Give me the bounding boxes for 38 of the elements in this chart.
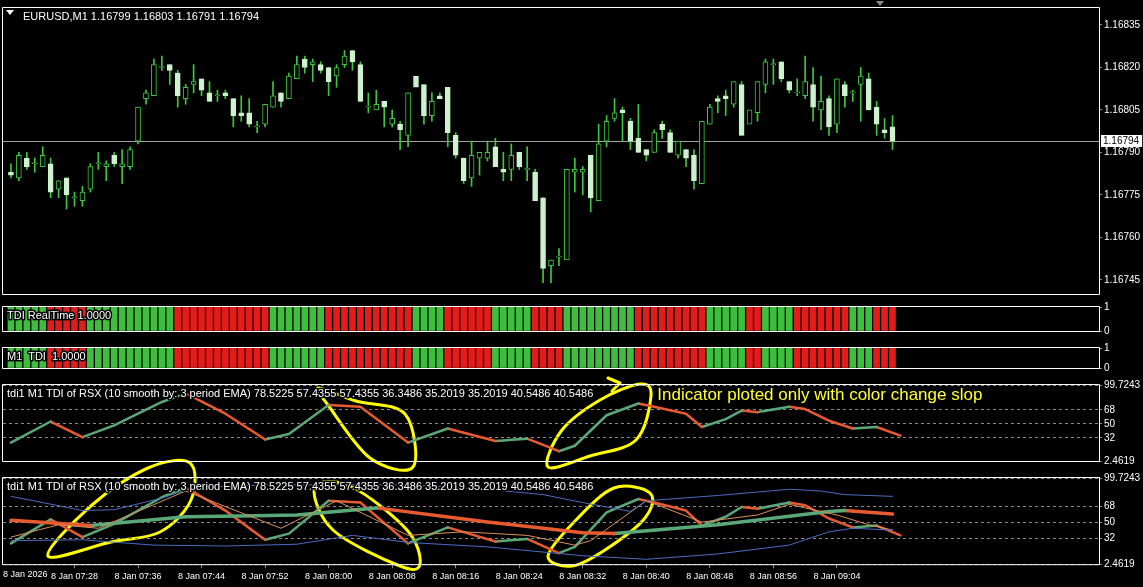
y-tick-label: 68 — [1104, 499, 1116, 511]
y-tick-label: 1 — [1104, 341, 1110, 353]
x-tick-label: 8 Jan 09:04 — [813, 571, 861, 582]
y-tick-label: 1.16745 — [1104, 273, 1141, 285]
y-tick-label: 32 — [1104, 531, 1116, 543]
y-tick-label: 1.16760 — [1104, 231, 1141, 243]
x-tick-label: 8 Jan 07:28 — [50, 571, 98, 582]
y-tick-label: 1.16835 — [1104, 18, 1141, 30]
y-tick-label: 68 — [1104, 403, 1116, 415]
text: 8 Jan 2026 — [3, 569, 48, 580]
ref-line-label: 1.16794 — [1103, 134, 1140, 146]
x-tick-label: 8 Jan 08:32 — [559, 571, 607, 582]
x-tick-label: 8 Jan 08:00 — [305, 571, 353, 582]
y-tick-label: 0 — [1104, 361, 1110, 373]
x-tick-label: 8 Jan 08:48 — [686, 571, 734, 582]
y-tick-label: 1.16775 — [1104, 188, 1141, 200]
y-tick-label: 2.4619 — [1104, 454, 1136, 466]
x-tick-label: 8 Jan 07:36 — [114, 571, 162, 582]
y-tick-label: 0 — [1104, 324, 1110, 336]
y-tick-label: 1 — [1104, 300, 1110, 312]
y-tick-label: 32 — [1104, 431, 1116, 443]
y-tick-label: 50 — [1104, 417, 1116, 429]
x-tick-label: 8 Jan 07:44 — [178, 571, 226, 582]
y-tick-label: 1.16805 — [1104, 103, 1141, 115]
y-tick-label: 99.7243 — [1104, 378, 1141, 390]
y-tick-label: 50 — [1104, 515, 1116, 527]
x-tick-label: 8 Jan 08:08 — [368, 571, 416, 582]
y-tick-label: 2.4619 — [1104, 557, 1136, 569]
annotation: Indicator ploted only with color change slop — [657, 385, 983, 404]
x-tick-label: 8 Jan 07:52 — [241, 571, 289, 582]
y-tick-label: 1.16790 — [1104, 146, 1141, 158]
x-tick-label: 8 Jan 08:40 — [622, 571, 670, 582]
y-tick-label: 1.16820 — [1104, 61, 1141, 73]
y-tick-label: 99.7243 — [1104, 471, 1141, 483]
x-tick-label: 8 Jan 08:24 — [495, 571, 543, 582]
chart-title: EURUSD,M1 1.16799 1.16803 1.16791 1.16794 — [23, 10, 260, 22]
x-tick-label: 8 Jan 08:56 — [749, 571, 797, 582]
x-tick-label: 8 Jan 08:16 — [432, 571, 480, 582]
